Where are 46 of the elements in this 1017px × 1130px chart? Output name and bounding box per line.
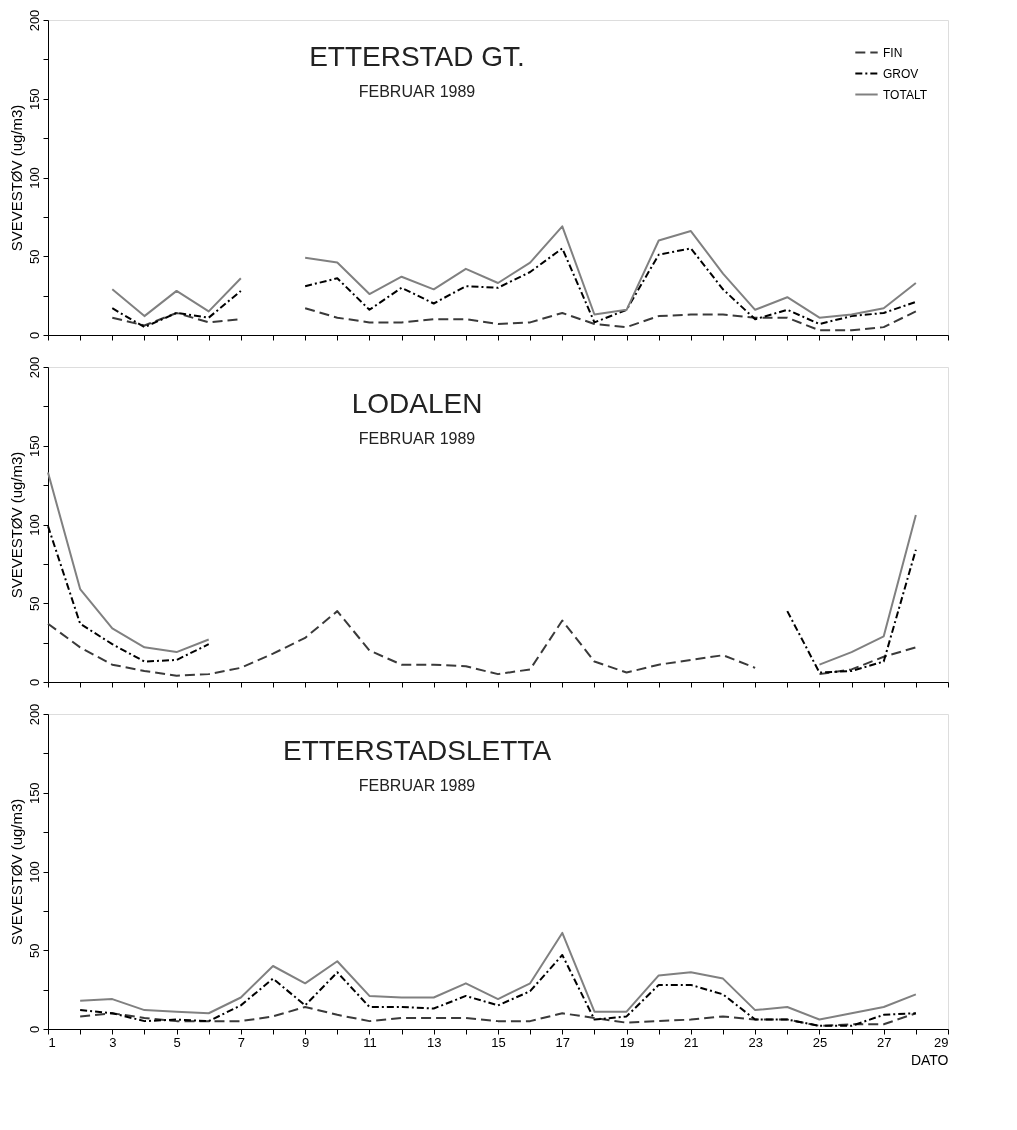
line-series (79, 953, 917, 1027)
x-tick-label: 13 (426, 1034, 442, 1050)
y-tick-label: 100 (26, 861, 42, 883)
x-tick-label: 23 (748, 1034, 763, 1050)
line-series (79, 931, 917, 1021)
x-tick-label: 29 (934, 1034, 949, 1050)
line-series (79, 1005, 917, 1027)
legend-label: TOTALT (883, 87, 928, 102)
x-tick-label: 17 (555, 1034, 571, 1050)
y-tick-label: 0 (26, 1025, 42, 1034)
x-tick-label: 19 (619, 1034, 635, 1050)
x-axis-title: DATO (910, 1051, 949, 1068)
text: FEBRUAR 1989 (358, 83, 476, 100)
legend-label: GROV (883, 66, 919, 81)
x-tick-label: 21 (684, 1034, 699, 1050)
y-tick-label: 50 (26, 249, 42, 264)
x-tick-label: 15 (491, 1034, 506, 1050)
text: ETTERSTADSLETTA (282, 735, 552, 766)
y-axis-title: SVEVESTØV (ug/m3) (7, 451, 25, 599)
y-tick-label: 200 (26, 703, 42, 726)
y-tick-label: 150 (26, 435, 42, 458)
y-axis-title: SVEVESTØV (ug/m3) (7, 104, 25, 252)
x-tick-label: 1 (48, 1034, 56, 1050)
legend-label: FIN (883, 45, 903, 60)
y-tick-label: 50 (26, 943, 42, 958)
y-tick-label: 200 (26, 356, 42, 379)
x-tick-label: 25 (812, 1034, 828, 1050)
y-axis-title: SVEVESTØV (ug/m3) (7, 798, 25, 946)
x-tick-label: 11 (363, 1034, 377, 1050)
y-tick-label: 100 (26, 167, 42, 189)
y-tick-label: 150 (26, 88, 42, 111)
x-tick-label: 9 (302, 1034, 310, 1050)
y-tick-label: 200 (26, 9, 42, 32)
x-tick-label: 7 (237, 1034, 245, 1050)
x-tick-label: 3 (109, 1034, 117, 1050)
y-tick-label: 150 (26, 782, 42, 805)
y-tick-label: 0 (26, 678, 42, 687)
text: FEBRUAR 1989 (358, 777, 476, 794)
y-tick-label: 50 (26, 596, 42, 611)
text: LODALEN (351, 388, 483, 419)
y-tick-label: 0 (26, 331, 42, 340)
x-tick-label: 5 (173, 1034, 181, 1050)
text: FEBRUAR 1989 (358, 430, 476, 447)
y-tick-label: 100 (26, 514, 42, 536)
x-tick-label: 27 (876, 1034, 892, 1050)
text: ETTERSTAD GT. (309, 41, 525, 72)
